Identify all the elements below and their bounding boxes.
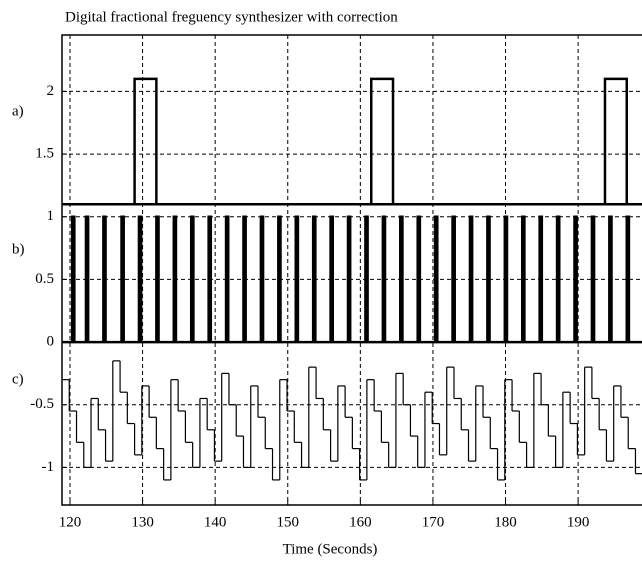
pulse: [538, 215, 544, 343]
y-tick-label: -0.5: [30, 396, 54, 412]
pulse: [573, 215, 578, 343]
x-tick-label: 190: [567, 514, 590, 530]
pulse: [70, 215, 76, 343]
pulse: [242, 215, 247, 343]
pulse: [486, 215, 491, 343]
pulse: [84, 215, 90, 343]
pulse: [520, 215, 526, 343]
x-tick-label: 120: [59, 514, 82, 530]
pulse: [294, 215, 300, 343]
y-tick-label: 1.5: [35, 146, 54, 162]
pulse: [311, 215, 317, 343]
pulse: [102, 215, 107, 343]
pulse: [120, 215, 125, 343]
pulse: [433, 215, 439, 343]
annotation: b): [12, 241, 25, 257]
pulse: [346, 215, 352, 343]
pulse: [133, 77, 158, 205]
pulse: [625, 215, 631, 343]
y-tick-label: 0: [47, 334, 55, 350]
x-tick-label: 180: [494, 514, 517, 530]
x-tick-label: 170: [422, 514, 445, 530]
pulse: [172, 215, 178, 343]
pulse: [259, 215, 265, 343]
pulse: [329, 215, 335, 343]
annotation: c): [12, 371, 24, 387]
plot-area: [62, 35, 642, 505]
pulse: [189, 215, 195, 343]
pulse: [224, 215, 230, 343]
pulse: [155, 215, 160, 343]
x-tick-label: 160: [349, 514, 372, 530]
pulse: [503, 215, 509, 343]
pulse: [207, 215, 213, 343]
pulse: [468, 215, 474, 343]
pulse: [451, 215, 456, 343]
x-tick-label: 130: [131, 514, 154, 530]
pulse: [277, 215, 282, 343]
pulse: [137, 215, 143, 343]
x-axis-label: Time (Seconds): [283, 541, 378, 557]
pulse: [416, 215, 422, 343]
y-tick-label: 0.5: [35, 271, 54, 287]
y-tick-label: 1: [47, 208, 55, 224]
pulse: [590, 215, 596, 343]
pulse: [369, 77, 395, 205]
annotation: a): [12, 103, 24, 119]
pulse: [364, 215, 369, 343]
pulse: [399, 215, 404, 343]
pulse: [608, 215, 613, 343]
y-tick-label: 2: [47, 83, 55, 99]
pulse: [555, 215, 561, 343]
pulse: [381, 215, 387, 343]
pulse: [603, 77, 629, 205]
chart-title: Digital fractional freguency synthesizer…: [65, 9, 398, 25]
y-tick-label: -1: [42, 459, 55, 475]
x-tick-label: 150: [277, 514, 300, 530]
x-tick-label: 140: [204, 514, 227, 530]
axes-frame: [61, 34, 642, 506]
